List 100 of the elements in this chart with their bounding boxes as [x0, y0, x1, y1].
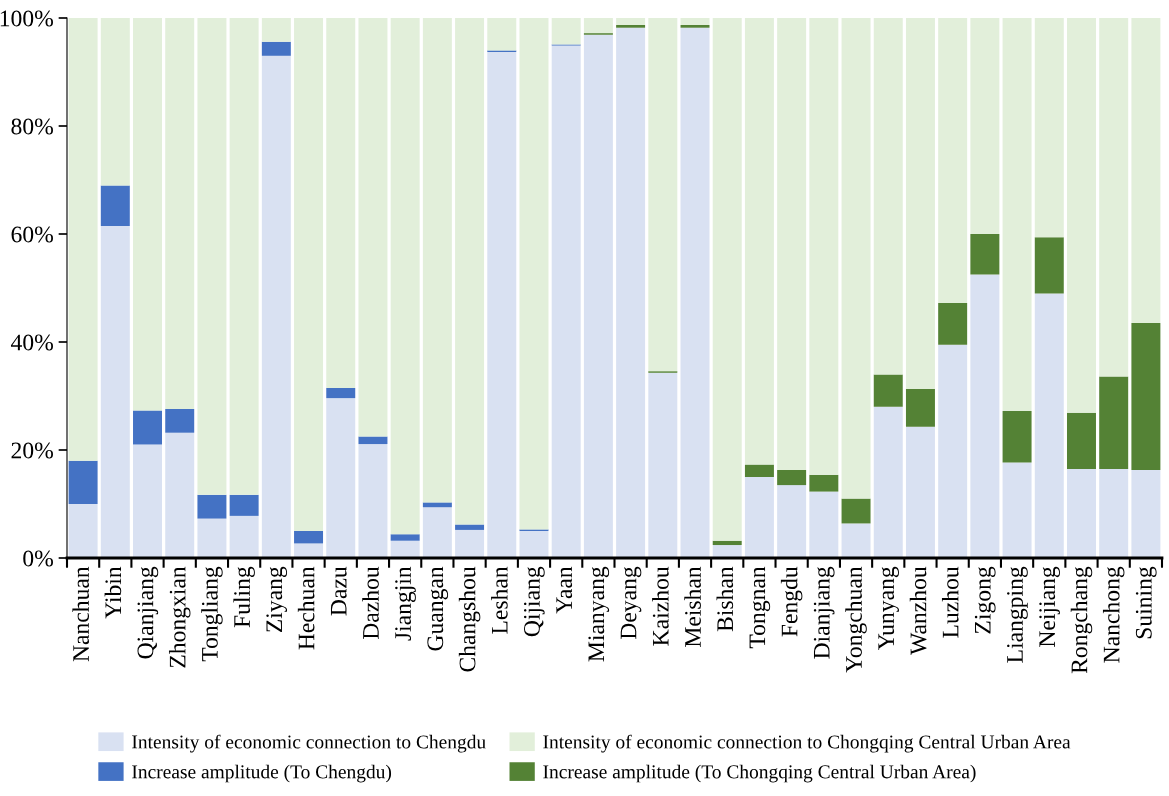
bar: [905, 388, 935, 427]
bar: [133, 444, 163, 558]
bar: [390, 540, 420, 558]
bar: [1099, 376, 1129, 469]
bar: [197, 494, 227, 519]
x-tick-label: Tongnan: [749, 566, 771, 649]
bar: [390, 534, 420, 541]
x-tick-label: Meishan: [684, 566, 701, 647]
bar: [873, 406, 903, 558]
bar: [197, 18, 227, 495]
bar: [680, 27, 710, 558]
bar: [229, 515, 259, 558]
y-tick-label: 0%: [23, 550, 53, 567]
x-tick-label: Yongchuan: [845, 566, 867, 673]
bar: [616, 27, 646, 558]
bar: [712, 18, 742, 541]
bar: [648, 372, 678, 558]
x-tick-label: Zhongxian: [168, 566, 191, 668]
x-tick-label: Leshan: [491, 566, 508, 634]
bar: [422, 507, 452, 558]
bar: [165, 432, 195, 558]
x-tick-label: Nanchuan: [72, 566, 90, 662]
bar: [455, 18, 485, 525]
bar: [712, 545, 742, 558]
x-tick-label: Hechuan: [297, 566, 315, 650]
bar: [680, 18, 710, 26]
x-tick-label: Dazhou: [362, 566, 379, 640]
x-tick-label: Tongliang: [201, 566, 223, 662]
bar: [1066, 18, 1096, 413]
bar: [841, 18, 871, 499]
bar: [229, 494, 259, 516]
bar: [551, 18, 581, 45]
bar: [358, 18, 388, 437]
bar: [1099, 468, 1129, 558]
x-tick-label: Fuling: [233, 566, 255, 628]
y-tick-label: 60%: [11, 226, 53, 243]
x-tick-label: Changshou: [458, 566, 481, 672]
bar: [970, 18, 1000, 234]
x-tick-label: Suining: [1135, 566, 1157, 639]
bar: [777, 485, 807, 558]
bar: [680, 25, 710, 28]
bar: [294, 18, 324, 531]
bar: [583, 34, 613, 558]
bar: [873, 18, 903, 375]
bar: [100, 225, 130, 558]
bar: [422, 18, 452, 503]
bar: [777, 469, 807, 486]
x-tick-label: Dazu: [330, 566, 347, 616]
bar: [390, 18, 420, 535]
x-tick-label: Guangan: [427, 566, 449, 651]
x-tick-label: Dianjiang: [813, 566, 835, 659]
x-tick-label: Qianjiang: [137, 566, 159, 659]
bar: [1034, 18, 1064, 238]
y-tick-label: 100%: [0, 10, 53, 27]
bar: [938, 344, 968, 558]
x-tick-label: Yunyang: [878, 566, 899, 650]
legend-label: Increase amplitude (To Chengdu): [132, 764, 392, 783]
bar: [648, 18, 678, 372]
x-tick-label: Ziyang: [266, 566, 288, 633]
bar: [326, 18, 356, 388]
bar: [487, 52, 517, 558]
bar: [326, 387, 356, 399]
bar: [358, 444, 388, 558]
legend-label: Increase amplitude (To Chongqing Central Urban Area): [543, 764, 976, 783]
bar: [809, 18, 839, 475]
x-tick-label: Yaan: [556, 566, 573, 614]
bar: [1002, 411, 1032, 463]
bar: [616, 18, 646, 26]
bar: [809, 474, 839, 492]
x-tick-label: Wanzhou: [909, 566, 927, 655]
bar: [1099, 18, 1129, 377]
bar: [100, 185, 130, 226]
bar: [1131, 323, 1161, 470]
bar: [970, 274, 1000, 558]
x-tick-label: Mianyang: [588, 566, 610, 662]
bar: [197, 518, 227, 558]
x-tick-label: Deyang: [620, 566, 642, 640]
bar: [68, 504, 98, 558]
bar: [551, 45, 581, 558]
bar: [744, 18, 774, 465]
x-tick-label: Yibin: [104, 566, 122, 619]
y-tick-label: 40%: [10, 334, 53, 351]
bar: [777, 18, 807, 470]
bar: [294, 543, 324, 558]
bar: [1131, 18, 1161, 324]
legend-label: Intensity of economic connection to Chengdu: [132, 734, 486, 753]
bar: [1066, 468, 1096, 558]
bar: [744, 477, 774, 558]
bar: [68, 18, 98, 461]
bar: [519, 18, 549, 530]
x-tick-label: Qijiang: [523, 566, 545, 637]
bar: [487, 18, 517, 51]
y-tick-label: 20%: [11, 442, 53, 459]
x-tick-label: Bishan: [716, 566, 734, 632]
bar: [583, 18, 613, 34]
bar: [616, 25, 646, 28]
x-tick-label: Zigong: [974, 566, 996, 634]
bar: [809, 491, 839, 558]
bar: [905, 426, 935, 558]
x-tick-label: Luzhou: [941, 566, 959, 638]
